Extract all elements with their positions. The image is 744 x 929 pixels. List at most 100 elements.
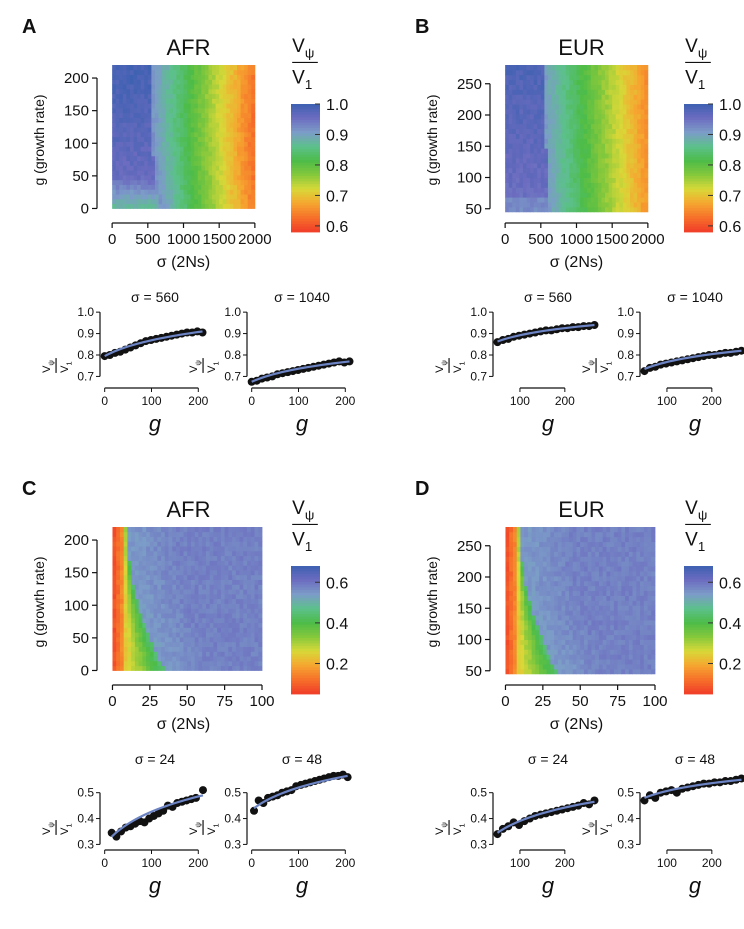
heatmap-cell (542, 527, 547, 533)
heatmap-cell (637, 94, 642, 100)
heatmap-cell (598, 629, 604, 636)
heatmap-cell (524, 644, 529, 650)
heatmap-cell (515, 79, 520, 85)
heatmap-cell (219, 122, 224, 128)
heatmap-cell (179, 179, 184, 185)
heatmap-cell (569, 644, 574, 650)
colorbar (291, 566, 320, 695)
heatmap-cell (539, 605, 544, 611)
heatmap-cell (122, 165, 127, 171)
heatmap-cell (208, 127, 213, 133)
heatmap-cell (134, 579, 140, 585)
heatmap-cell (587, 595, 592, 601)
heatmap-cell (138, 560, 143, 566)
heatmap-cell (137, 79, 142, 85)
heatmap-cell (605, 197, 610, 203)
heatmap-cell (209, 541, 214, 547)
heatmap-cell (587, 610, 592, 616)
heatmap-cell (576, 79, 581, 85)
heatmap-cell (112, 146, 117, 152)
heatmap-cell (222, 84, 227, 90)
heatmap-cell (590, 94, 595, 100)
heatmap-cell (587, 162, 592, 169)
heatmap-cell (179, 570, 184, 576)
heatmap-cell (595, 610, 600, 616)
heatmap-cell (555, 118, 560, 125)
colorbar-segment (684, 176, 713, 180)
heatmap-cell (183, 617, 188, 624)
heatmap-cell (524, 585, 529, 592)
heatmap-cell (247, 627, 252, 633)
heatmap-cell (633, 69, 638, 76)
heatmap-cell (565, 143, 570, 149)
heatmap-cell (183, 141, 188, 147)
heatmap-cell (247, 665, 252, 671)
heatmap-x-tick-label: 2000 (631, 231, 664, 248)
heatmap-cell (183, 646, 188, 652)
heatmap-cell (140, 103, 145, 109)
heatmap-cell (544, 84, 549, 90)
heatmap-cell (123, 555, 128, 561)
heatmap-cell (576, 531, 581, 538)
heatmap-cell (123, 541, 128, 547)
heatmap-cell (565, 541, 570, 547)
heatmap-cell (202, 570, 207, 576)
heatmap-cell (201, 175, 206, 181)
heatmap-cell (597, 177, 602, 183)
heatmap-cell (572, 659, 577, 665)
heatmap-cell (235, 550, 240, 557)
heatmap-cell (137, 146, 142, 152)
heatmap-cell (162, 175, 167, 181)
heatmap-cell (119, 160, 124, 166)
heatmap-cell (129, 93, 134, 99)
heatmap-cell (240, 103, 245, 109)
colorbar-segment (291, 144, 320, 148)
heatmap-cell (179, 141, 184, 147)
heatmap-cell (546, 668, 551, 675)
heatmap-cell (157, 651, 162, 657)
heatmap-cell (140, 170, 145, 176)
heatmap-cell (228, 627, 233, 633)
heatmap-cell (228, 641, 233, 647)
heatmap-cell (219, 108, 224, 114)
heatmap-cell (187, 608, 192, 614)
heatmap-cell (198, 637, 203, 643)
heatmap-cell (515, 172, 520, 179)
heatmap-cell (228, 651, 233, 657)
heatmap-cell (179, 598, 184, 604)
heatmap-cell (205, 560, 211, 566)
heatmap-cell (179, 88, 184, 95)
heatmap-cell (569, 639, 574, 645)
heatmap-cell (542, 536, 547, 543)
heatmap-cell (194, 560, 199, 566)
colorbar-segment (684, 130, 713, 134)
heatmap-cell (168, 622, 173, 628)
heatmap-cell (222, 108, 227, 114)
heatmap-cell (235, 641, 240, 647)
heatmap-cell (116, 632, 121, 638)
heatmap-cell (527, 541, 533, 547)
heatmap-cell (258, 632, 263, 638)
heatmap-cell (212, 69, 217, 75)
heatmap-cell (198, 641, 203, 647)
heatmap-cell (580, 649, 585, 655)
heatmap-cell (198, 617, 203, 624)
heatmap-cell (526, 192, 531, 198)
heatmap-cell (226, 122, 231, 128)
heatmap-cell (247, 141, 252, 147)
heatmap-cell (162, 184, 167, 190)
heatmap-cell (149, 536, 154, 542)
heatmap-cell (540, 182, 545, 188)
heatmap-cell (539, 561, 544, 567)
heatmap-cell (590, 65, 595, 71)
heatmap-cell (606, 668, 611, 675)
heatmap-cell (131, 555, 136, 561)
heatmap-cell (512, 575, 518, 582)
heatmap-cell (540, 69, 545, 76)
heatmap-cell (531, 580, 536, 587)
heatmap-cell (542, 575, 547, 582)
heatmap-cell (233, 103, 238, 109)
heatmap-cell (222, 88, 227, 95)
heatmap-cell (215, 160, 220, 166)
heatmap-cell (168, 555, 173, 561)
